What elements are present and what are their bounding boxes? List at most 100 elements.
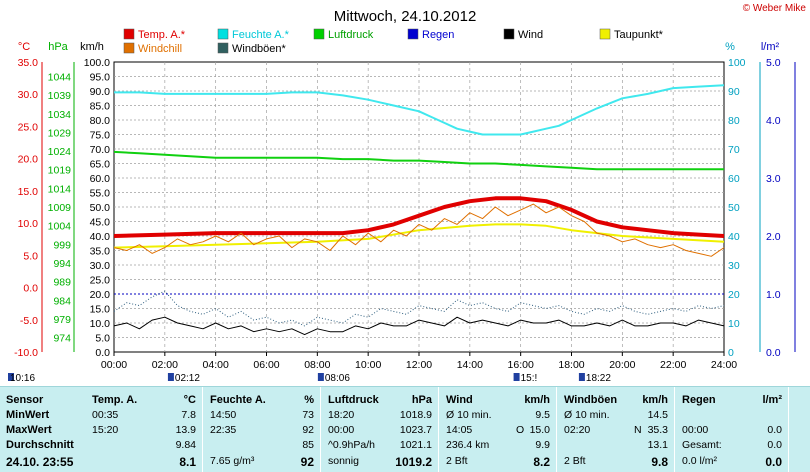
- tick-temp: 25.0: [18, 121, 39, 133]
- tick-lm2: 0.0: [766, 347, 781, 359]
- axis-label-kmh: km/h: [80, 41, 104, 53]
- tick-temp: 35.0: [18, 57, 39, 69]
- legend-label: Taupunkt*: [614, 29, 664, 41]
- tick-hpa: 1034: [48, 109, 72, 121]
- sensor-row-label: MinWert: [6, 409, 50, 421]
- cell-value: 85: [302, 439, 314, 451]
- column-header: Luftdruck: [328, 394, 379, 406]
- tick-lm2: 5.0: [766, 57, 781, 69]
- x-tick-label: 02:00: [152, 359, 178, 371]
- marker-label: 08:06: [325, 373, 350, 384]
- column-header: Regen: [682, 394, 716, 406]
- cell-label: 02:20: [564, 424, 591, 436]
- table-column-regen: [674, 387, 789, 472]
- tick-kmh: 70.0: [90, 144, 111, 156]
- column-header: Wind: [446, 394, 473, 406]
- x-tick-label: 14:00: [457, 359, 483, 371]
- tick-hpa: 979: [53, 314, 71, 326]
- cell-direction: O: [516, 424, 525, 436]
- marker-flag: [513, 373, 520, 381]
- column-unit: hPa: [411, 394, 432, 406]
- sensor-row-label: Durchschnitt: [6, 439, 74, 451]
- cell-value: 1021.1: [399, 439, 432, 451]
- cell-label: 00:00: [328, 424, 355, 436]
- legend-label: Windböen*: [232, 43, 287, 55]
- cell-value: 9.9: [535, 439, 550, 451]
- tick-temp: 10.0: [18, 218, 39, 230]
- cell-label: 22:35: [210, 424, 237, 436]
- legend-swatch: [217, 42, 229, 54]
- legend-swatch: [599, 28, 611, 40]
- weather-chart: Mittwoch, 24.10.2012 Temp. A.* Feuchte A.*…: [8, 8, 796, 384]
- cell-label: 00:35: [92, 409, 119, 421]
- cell-value: 13.1: [647, 439, 668, 451]
- tick-kmh: 85.0: [90, 101, 111, 113]
- cell-value: 0.0: [765, 455, 782, 469]
- legend-swatch: [123, 28, 135, 40]
- tick-hpa: 1024: [48, 146, 72, 158]
- tick-percent: 100: [728, 57, 746, 69]
- cell-value: 8.2: [533, 455, 550, 469]
- legend-swatch: [123, 42, 135, 54]
- cell-value: 14.5: [647, 409, 668, 421]
- tick-percent: 30: [728, 260, 740, 272]
- copyright: © Weber Mike: [742, 3, 806, 14]
- cell-value: 92: [302, 424, 314, 436]
- tick-lm2: 4.0: [766, 115, 781, 127]
- x-tick-label: 12:00: [406, 359, 432, 371]
- column-header: Temp. A.: [92, 394, 138, 406]
- tick-temp: 5.0: [23, 250, 38, 262]
- marker-flag: [167, 373, 174, 381]
- tick-hpa: 989: [53, 277, 71, 289]
- legend-label: Luftdruck: [328, 29, 374, 41]
- cell-value: 13.9: [175, 424, 196, 436]
- tick-kmh: 10.0: [90, 318, 111, 330]
- cell-value: 1018.9: [399, 409, 432, 421]
- cell-value: 0.0: [767, 424, 782, 436]
- legend-swatch: [407, 28, 419, 40]
- tick-kmh: 60.0: [90, 173, 111, 185]
- legend-swatch: [503, 28, 515, 40]
- tick-percent: 10: [728, 318, 740, 330]
- table-column-luft: [320, 387, 439, 472]
- marker-label: 15:!: [521, 373, 538, 384]
- axis-label-percent: %: [725, 41, 735, 53]
- tick-hpa: 1014: [48, 183, 72, 195]
- chart-title: Mittwoch, 24.10.2012: [334, 8, 477, 25]
- tick-hpa: 1004: [48, 221, 72, 233]
- x-tick-label: 22:00: [660, 359, 686, 371]
- tick-temp: 15.0: [18, 186, 39, 198]
- tick-kmh: 55.0: [90, 188, 111, 200]
- series-wind: [113, 316, 725, 336]
- tick-percent: 60: [728, 173, 740, 185]
- tick-temp: 0.0: [23, 283, 38, 295]
- marker-label: 02:12: [175, 373, 200, 384]
- cell-value: 1019.2: [395, 455, 432, 469]
- x-tick-label: 10:00: [355, 359, 381, 371]
- tick-temp: -10.0: [14, 347, 38, 359]
- tick-kmh: 45.0: [90, 217, 111, 229]
- series-luftdruck: [113, 150, 724, 171]
- x-tick-label: 24:00: [711, 359, 737, 371]
- table-column-boeen: [556, 387, 675, 472]
- tick-hpa: 1009: [48, 202, 72, 214]
- tick-hpa: 1039: [48, 90, 72, 102]
- cell-label: Gesamt:: [682, 439, 722, 451]
- tick-kmh: 35.0: [90, 246, 111, 258]
- tick-hpa: 999: [53, 239, 71, 251]
- tick-percent: 40: [728, 231, 740, 243]
- cell-label: 2 Bft: [564, 455, 586, 467]
- legend-label: Windchill: [138, 43, 182, 55]
- series-feuchte-a: [114, 84, 725, 136]
- tick-kmh: 25.0: [90, 275, 111, 287]
- x-tick-label: 20:00: [609, 359, 635, 371]
- cell-value: 7.8: [181, 409, 196, 421]
- tick-kmh: 5.0: [95, 333, 110, 345]
- axis-label-temp: °C: [18, 41, 30, 53]
- column-unit: l/m²: [762, 394, 782, 406]
- legend-label: Wind: [518, 29, 543, 41]
- cell-value: 1023.7: [399, 424, 432, 436]
- cell-label: 00:00: [682, 424, 709, 436]
- tick-kmh: 65.0: [90, 159, 111, 171]
- legend-label: Feuchte A.*: [232, 29, 290, 41]
